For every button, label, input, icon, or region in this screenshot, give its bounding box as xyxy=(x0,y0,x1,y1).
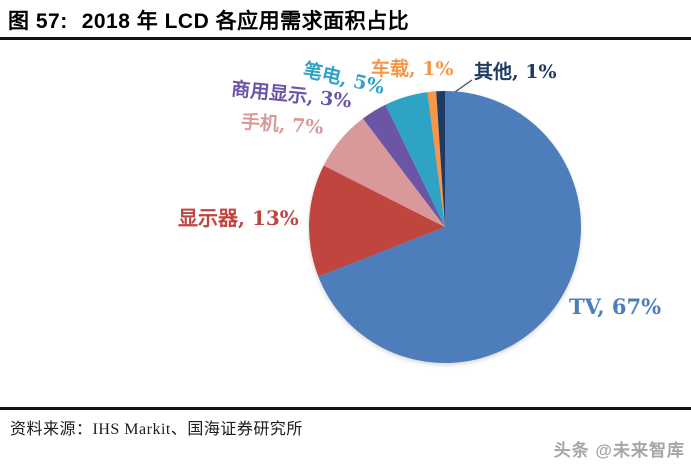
label-mobile: 手机, 7% xyxy=(240,110,325,139)
source-line: 资料来源：IHS Markit、国海证券研究所 xyxy=(10,415,303,439)
pie-slice-车载 xyxy=(427,91,445,227)
title-divider xyxy=(0,37,691,40)
pie-slice-TV xyxy=(318,91,581,363)
figure-number: 图 57: xyxy=(8,10,68,33)
pie-slice-其他 xyxy=(436,91,445,227)
source-label: 资料来源： xyxy=(10,421,93,438)
source-text: IHS Markit、国海证券研究所 xyxy=(92,421,303,438)
pie-slice-手机 xyxy=(323,118,445,227)
label-other: 其他, 1% xyxy=(474,61,557,83)
pie-slice-商用显示 xyxy=(362,104,445,227)
footer-divider xyxy=(0,407,691,410)
label-monitor: 显示器, 13% xyxy=(178,206,299,230)
pie-slice-显示器 xyxy=(308,165,445,277)
figure-title: 2018 年 LCD 各应用需求面积占比 xyxy=(81,10,410,33)
figure-header: 图 57: 2018 年 LCD 各应用需求面积占比 xyxy=(8,5,683,35)
watermark: 头条 @未来智库 xyxy=(553,441,685,460)
label-automotive: 车载, 1% xyxy=(371,58,454,80)
label-tv: TV, 67% xyxy=(569,294,662,319)
pie-slice-笔电 xyxy=(385,92,445,227)
